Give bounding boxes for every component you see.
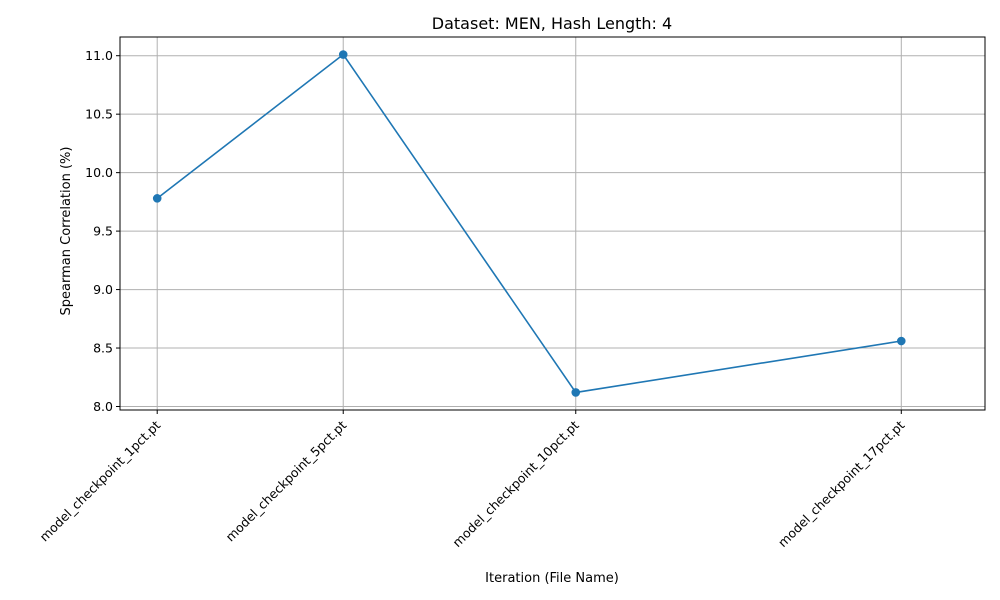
x-axis-label: Iteration (File Name) <box>485 571 619 586</box>
y-tick-label: 8.5 <box>93 341 113 356</box>
y-tick-label: 10.5 <box>85 107 113 122</box>
y-tick-label: 10.0 <box>85 165 113 180</box>
data-point <box>571 388 581 397</box>
chart-title: Dataset: MEN, Hash Length: 4 <box>432 14 672 33</box>
series-lines <box>156 53 902 394</box>
y-axis-label: Spearman Correlation (%) <box>59 147 74 316</box>
data-point <box>896 336 906 346</box>
plot-frame <box>119 36 986 411</box>
series-markers <box>152 50 906 397</box>
series-line <box>156 53 902 394</box>
data-point <box>152 194 162 203</box>
y-axis-ticks: 8.0 8.5 9.0 9.5 10.0 10.5 11.0 <box>85 48 120 414</box>
data-point <box>338 50 348 59</box>
y-tick-label: 9.0 <box>93 282 113 297</box>
y-tick-label: 9.5 <box>93 224 113 239</box>
y-tick-label: 8.0 <box>93 399 113 414</box>
grid-lines <box>120 37 985 410</box>
y-tick-label: 11.0 <box>85 48 113 63</box>
